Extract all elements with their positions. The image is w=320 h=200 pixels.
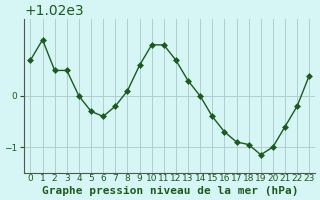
X-axis label: Graphe pression niveau de la mer (hPa): Graphe pression niveau de la mer (hPa) <box>42 186 298 196</box>
